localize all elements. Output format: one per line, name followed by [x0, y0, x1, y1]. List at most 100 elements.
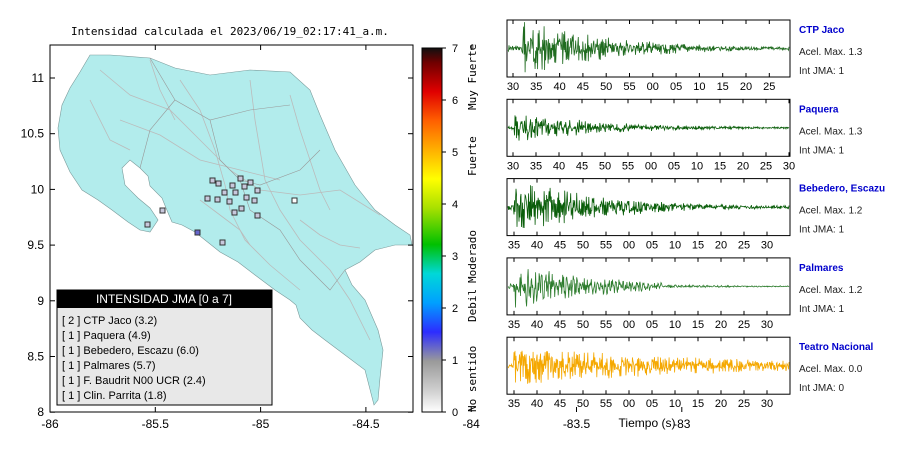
seismogram-tick-label: 30 — [761, 398, 773, 410]
seismogram-tick-label: 30 — [783, 160, 795, 172]
seismogram-tick-label: 00 — [623, 240, 635, 252]
colorbar-ticks: 0 1 2 3 4 5 6 7 — [442, 43, 458, 419]
seismogram-tick-label: 50 — [577, 240, 589, 252]
legend-item: [ 1 ] Paquera (4.9) — [62, 330, 151, 342]
seismogram-tick-label: 30 — [507, 81, 519, 93]
colorbar-label-moderado: Moderado — [466, 230, 479, 283]
seismogram-tick-label: 20 — [715, 398, 727, 410]
seismogram-tick-label: 30 — [507, 160, 519, 172]
legend-item: [ 1 ] Palmares (5.7) — [62, 360, 156, 372]
seismogram-tick-label: 30 — [761, 319, 773, 331]
legend-item: [ 2 ] CTP Jaco (3.2) — [62, 315, 157, 327]
station-name: Teatro Nacional — [799, 342, 873, 353]
station-name: Bebedero, Escazu — [799, 184, 885, 195]
seismogram-tick-label: 05 — [668, 160, 680, 172]
map-y-tick-label: 8 — [37, 405, 44, 419]
seismogram-tick-label: 35 — [530, 160, 542, 172]
colorbar-tick-label: 2 — [452, 303, 458, 315]
admin-borders — [139, 57, 346, 291]
seismogram-tick-label: 55 — [622, 160, 634, 172]
station-acel-max: Acel. Max. 0.0 — [799, 364, 863, 375]
seismogram-panel: 30 35 40 45 50 55 00 05 10 15 20 25 30 Paquera Acel. M… — [506, 98, 863, 172]
seismogram-tick-label: 45 — [577, 81, 589, 93]
seismogram-tick-label: 00 — [647, 81, 659, 93]
colorbar-label-no-sentido: No sentido — [466, 346, 479, 412]
colorbar-tick-label: 3 — [452, 251, 458, 263]
waveform-line — [507, 350, 790, 384]
roads-layer — [89, 59, 381, 341]
station-name: Palmares — [799, 263, 844, 274]
map-x-tick-label: -86 — [41, 417, 59, 431]
seismogram-tick-label: 35 — [530, 81, 542, 93]
seismogram-tick-label: 05 — [646, 319, 658, 331]
colorbar-tick-label: 0 — [452, 407, 458, 419]
colorbar-tick-label: 7 — [452, 43, 458, 55]
colorbar-tick-label: 1 — [452, 355, 458, 367]
station-int-jma: Int JMA: 1 — [799, 145, 844, 156]
seismogram-tick-label: 25 — [738, 319, 750, 331]
seismogram-tick-label: 20 — [737, 160, 749, 172]
intensity-colorbar: 0 1 2 3 4 5 6 7 No sentido Debil Moderado Fuert… — [421, 43, 479, 419]
seismogram-tick-label: 10 — [669, 398, 681, 410]
station-acel-max: Acel. Max. 1.2 — [799, 285, 863, 296]
station-int-jma: Int JMA: 1 — [799, 66, 844, 77]
map-x-tick-label: -84.5 — [352, 417, 380, 431]
seismogram-tick-label: 50 — [600, 81, 612, 93]
seismogram-tick-label: 20 — [715, 240, 727, 252]
seismogram-tick-label: 25 — [738, 240, 750, 252]
seismogram-tick-label: 15 — [692, 398, 704, 410]
map-x-axis: -86 -85.5 -85 -84.5 -84 -83.5 -83 — [41, 45, 691, 431]
map-y-tick-label: 9.5 — [27, 238, 44, 252]
seismogram-tick-label: 55 — [600, 240, 612, 252]
seismogram-frame — [506, 336, 791, 395]
seismogram-tick-label: 45 — [554, 398, 566, 410]
seismogram-tick-label: 20 — [715, 319, 727, 331]
station-int-jma: Int JMA: 1 — [799, 225, 844, 236]
seismogram-x-label: Tiempo (s) — [619, 416, 676, 430]
station-markers — [144, 175, 298, 246]
colorbar-label-fuerte: Fuerte — [466, 136, 479, 176]
legend-title: INTENSIDAD JMA [0 a 7] — [96, 292, 232, 306]
seismogram-panel: 35 40 45 50 55 00 05 10 15 20 25 30 Teatro Nacional A… — [506, 336, 873, 410]
map-y-tick-label: 10.5 — [21, 127, 45, 141]
seismogram-tick-label: 15 — [692, 319, 704, 331]
seismogram-tick-label: 10 — [669, 240, 681, 252]
legend-item: [ 1 ] Bebedero, Escazu (6.0) — [62, 345, 199, 357]
legend-item: [ 1 ] Clin. Parrita (1.8) — [62, 390, 167, 402]
seismogram-panel: 30 35 40 45 50 55 00 05 10 15 20 25 CTP Jaco Acel. Ma… — [506, 19, 863, 93]
station-name: Paquera — [799, 104, 839, 115]
waveform-line — [507, 22, 790, 73]
map-x-tick-label: -85 — [252, 417, 270, 431]
seismogram-tick-label: 40 — [531, 398, 543, 410]
seismogram-tick-label: 40 — [553, 81, 565, 93]
seismogram-tick-label: 05 — [670, 81, 682, 93]
seismogram-tick-label: 10 — [669, 319, 681, 331]
station-name: CTP Jaco — [799, 25, 844, 36]
page-title: Intensidad calculada el 2023/06/19_02:17… — [71, 25, 389, 38]
map-y-tick-label: 11 — [32, 71, 45, 85]
map-x-tick-label: -83.5 — [563, 417, 591, 431]
waveform-line — [507, 269, 790, 308]
seismogram-panels: 30 35 40 45 50 55 00 05 10 15 20 25 CTP Jaco Acel. Ma… — [506, 19, 885, 410]
seismogram-tick-label: 35 — [508, 398, 520, 410]
station-int-jma: Int JMA: 1 — [799, 304, 844, 315]
station-acel-max: Acel. Max. 1.2 — [799, 206, 863, 217]
seismogram-tick-label: 55 — [600, 398, 612, 410]
waveform-line — [507, 115, 790, 141]
seismogram-tick-label: 55 — [623, 81, 635, 93]
map-x-tick-label: -84 — [463, 417, 481, 431]
seismogram-tick-label: 40 — [531, 240, 543, 252]
map-y-tick-label: 8.5 — [27, 350, 44, 364]
seismogram-tick-label: 30 — [761, 240, 773, 252]
map-y-tick-label: 9 — [37, 294, 44, 308]
seismogram-tick-label: 40 — [553, 160, 565, 172]
station-acel-max: Acel. Max. 1.3 — [799, 126, 863, 137]
colorbar-label-muy-fuerte: Muy Fuerte — [466, 44, 479, 110]
seismogram-tick-label: 55 — [600, 319, 612, 331]
seismogram-tick-label: 10 — [693, 81, 705, 93]
colorbar-tick-label: 5 — [452, 147, 458, 159]
intensity-legend: INTENSIDAD JMA [0 a 7] [ 2 ] CTP Jaco (3… — [56, 289, 273, 406]
seismogram-panel: 35 40 45 50 55 00 05 10 15 20 25 30 Palmares Acel. Ma… — [506, 257, 863, 331]
seismogram-tick-label: 40 — [531, 319, 543, 331]
map-x-tick-label: -85.5 — [142, 417, 170, 431]
